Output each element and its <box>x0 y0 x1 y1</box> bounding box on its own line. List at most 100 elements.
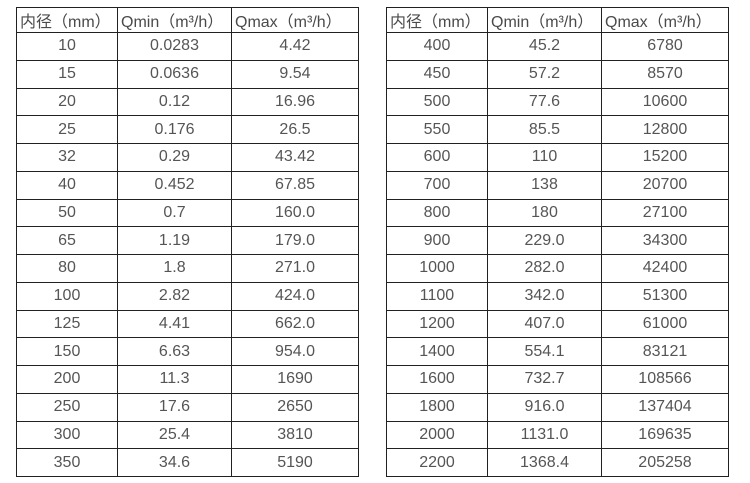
col-header-qmin: Qmin（m³/h） <box>487 7 602 33</box>
qmax-cell: 205258 <box>601 448 729 477</box>
qmax-cell: 424.0 <box>231 281 359 311</box>
table-row: 550 85.5 12800 <box>386 115 729 144</box>
qmin-cell: 0.0283 <box>117 32 232 61</box>
qmin-cell: 6.63 <box>117 337 232 366</box>
col-header-qmin: Qmin（m³/h） <box>117 7 232 33</box>
table-row: 1400 554.1 83121 <box>386 337 729 366</box>
qmax-cell: 662.0 <box>231 309 359 339</box>
diameter-cell: 80 <box>16 254 118 283</box>
diameter-cell: 40 <box>16 170 118 200</box>
qmax-cell: 2650 <box>231 392 359 422</box>
flow-spec-table-right: 内径（mm） Qmin（m³/h） Qmax（m³/h） 400 45.2 6780… <box>386 7 729 477</box>
table-row: 350 34.6 5190 <box>16 448 359 477</box>
qmax-cell: 3810 <box>231 420 359 450</box>
diameter-cell: 15 <box>16 59 118 89</box>
qmax-cell: 83121 <box>601 337 729 366</box>
qmin-cell: 407.0 <box>487 309 602 339</box>
table-row: 450 57.2 8570 <box>386 59 729 89</box>
diameter-cell: 50 <box>16 198 118 228</box>
qmax-cell: 51300 <box>601 281 729 311</box>
qmax-cell: 9.54 <box>231 59 359 89</box>
qmin-cell: 1131.0 <box>487 420 602 450</box>
qmax-cell: 8570 <box>601 59 729 89</box>
flow-spec-table-left: 内径（mm） Qmin（m³/h） Qmax（m³/h） 10 0.0283 4.4… <box>16 7 359 477</box>
diameter-cell: 25 <box>16 115 118 144</box>
table-row: 500 77.6 10600 <box>386 87 729 117</box>
qmin-cell: 0.7 <box>117 198 232 228</box>
qmin-cell: 916.0 <box>487 392 602 422</box>
table-row: 100 2.82 424.0 <box>16 281 359 311</box>
diameter-cell: 900 <box>386 226 488 255</box>
qmin-cell: 229.0 <box>487 226 602 255</box>
qmin-cell: 11.3 <box>117 365 232 394</box>
table-header-row: 内径（mm） Qmin（m³/h） Qmax（m³/h） <box>16 7 359 33</box>
qmax-cell: 1690 <box>231 365 359 394</box>
table-row: 2200 1368.4 205258 <box>386 448 729 477</box>
qmin-cell: 85.5 <box>487 115 602 144</box>
qmin-cell: 57.2 <box>487 59 602 89</box>
table-row: 900 229.0 34300 <box>386 226 729 255</box>
table-row: 1200 407.0 61000 <box>386 309 729 339</box>
qmax-cell: 26.5 <box>231 115 359 144</box>
qmax-cell: 169635 <box>601 420 729 450</box>
diameter-cell: 800 <box>386 198 488 228</box>
qmin-cell: 34.6 <box>117 448 232 477</box>
diameter-cell: 1600 <box>386 365 488 394</box>
qmin-cell: 0.29 <box>117 143 232 172</box>
table-row: 1800 916.0 137404 <box>386 392 729 422</box>
table-row: 40 0.452 67.85 <box>16 170 359 200</box>
diameter-cell: 700 <box>386 170 488 200</box>
diameter-cell: 200 <box>16 365 118 394</box>
qmin-cell: 77.6 <box>487 87 602 117</box>
qmin-cell: 0.176 <box>117 115 232 144</box>
qmax-cell: 67.85 <box>231 170 359 200</box>
diameter-cell: 400 <box>386 32 488 61</box>
diameter-cell: 32 <box>16 143 118 172</box>
diameter-cell: 1100 <box>386 281 488 311</box>
qmax-cell: 179.0 <box>231 226 359 255</box>
qmin-cell: 732.7 <box>487 365 602 394</box>
diameter-cell: 1200 <box>386 309 488 339</box>
col-header-inner-diameter: 内径（mm） <box>386 7 488 33</box>
qmax-cell: 5190 <box>231 448 359 477</box>
diameter-cell: 150 <box>16 337 118 366</box>
col-header-qmax: Qmax（m³/h） <box>231 7 359 33</box>
diameter-cell: 125 <box>16 309 118 339</box>
qmin-cell: 1.19 <box>117 226 232 255</box>
qmax-cell: 42400 <box>601 254 729 283</box>
table-row: 800 180 27100 <box>386 198 729 228</box>
col-header-inner-diameter: 内径（mm） <box>16 7 118 33</box>
table-row: 1000 282.0 42400 <box>386 254 729 283</box>
qmin-cell: 0.12 <box>117 87 232 117</box>
qmax-cell: 108566 <box>601 365 729 394</box>
table-row: 2000 1131.0 169635 <box>386 420 729 450</box>
qmax-cell: 61000 <box>601 309 729 339</box>
qmin-cell: 1.8 <box>117 254 232 283</box>
table-header-row: 内径（mm） Qmin（m³/h） Qmax（m³/h） <box>386 7 729 33</box>
diameter-cell: 500 <box>386 87 488 117</box>
diameter-cell: 250 <box>16 392 118 422</box>
diameter-cell: 65 <box>16 226 118 255</box>
table-row: 250 17.6 2650 <box>16 392 359 422</box>
qmax-cell: 6780 <box>601 32 729 61</box>
diameter-cell: 100 <box>16 281 118 311</box>
table-row: 15 0.0636 9.54 <box>16 59 359 89</box>
qmin-cell: 554.1 <box>487 337 602 366</box>
qmin-cell: 2.82 <box>117 281 232 311</box>
diameter-cell: 550 <box>386 115 488 144</box>
table-row: 50 0.7 160.0 <box>16 198 359 228</box>
qmin-cell: 342.0 <box>487 281 602 311</box>
qmax-cell: 27100 <box>601 198 729 228</box>
qmin-cell: 138 <box>487 170 602 200</box>
qmax-cell: 20700 <box>601 170 729 200</box>
table-row: 10 0.0283 4.42 <box>16 32 359 61</box>
qmax-cell: 271.0 <box>231 254 359 283</box>
qmin-cell: 1368.4 <box>487 448 602 477</box>
table-row: 20 0.12 16.96 <box>16 87 359 117</box>
diameter-cell: 20 <box>16 87 118 117</box>
qmax-cell: 15200 <box>601 143 729 172</box>
qmax-cell: 954.0 <box>231 337 359 366</box>
table-row: 300 25.4 3810 <box>16 420 359 450</box>
diameter-cell: 1000 <box>386 254 488 283</box>
